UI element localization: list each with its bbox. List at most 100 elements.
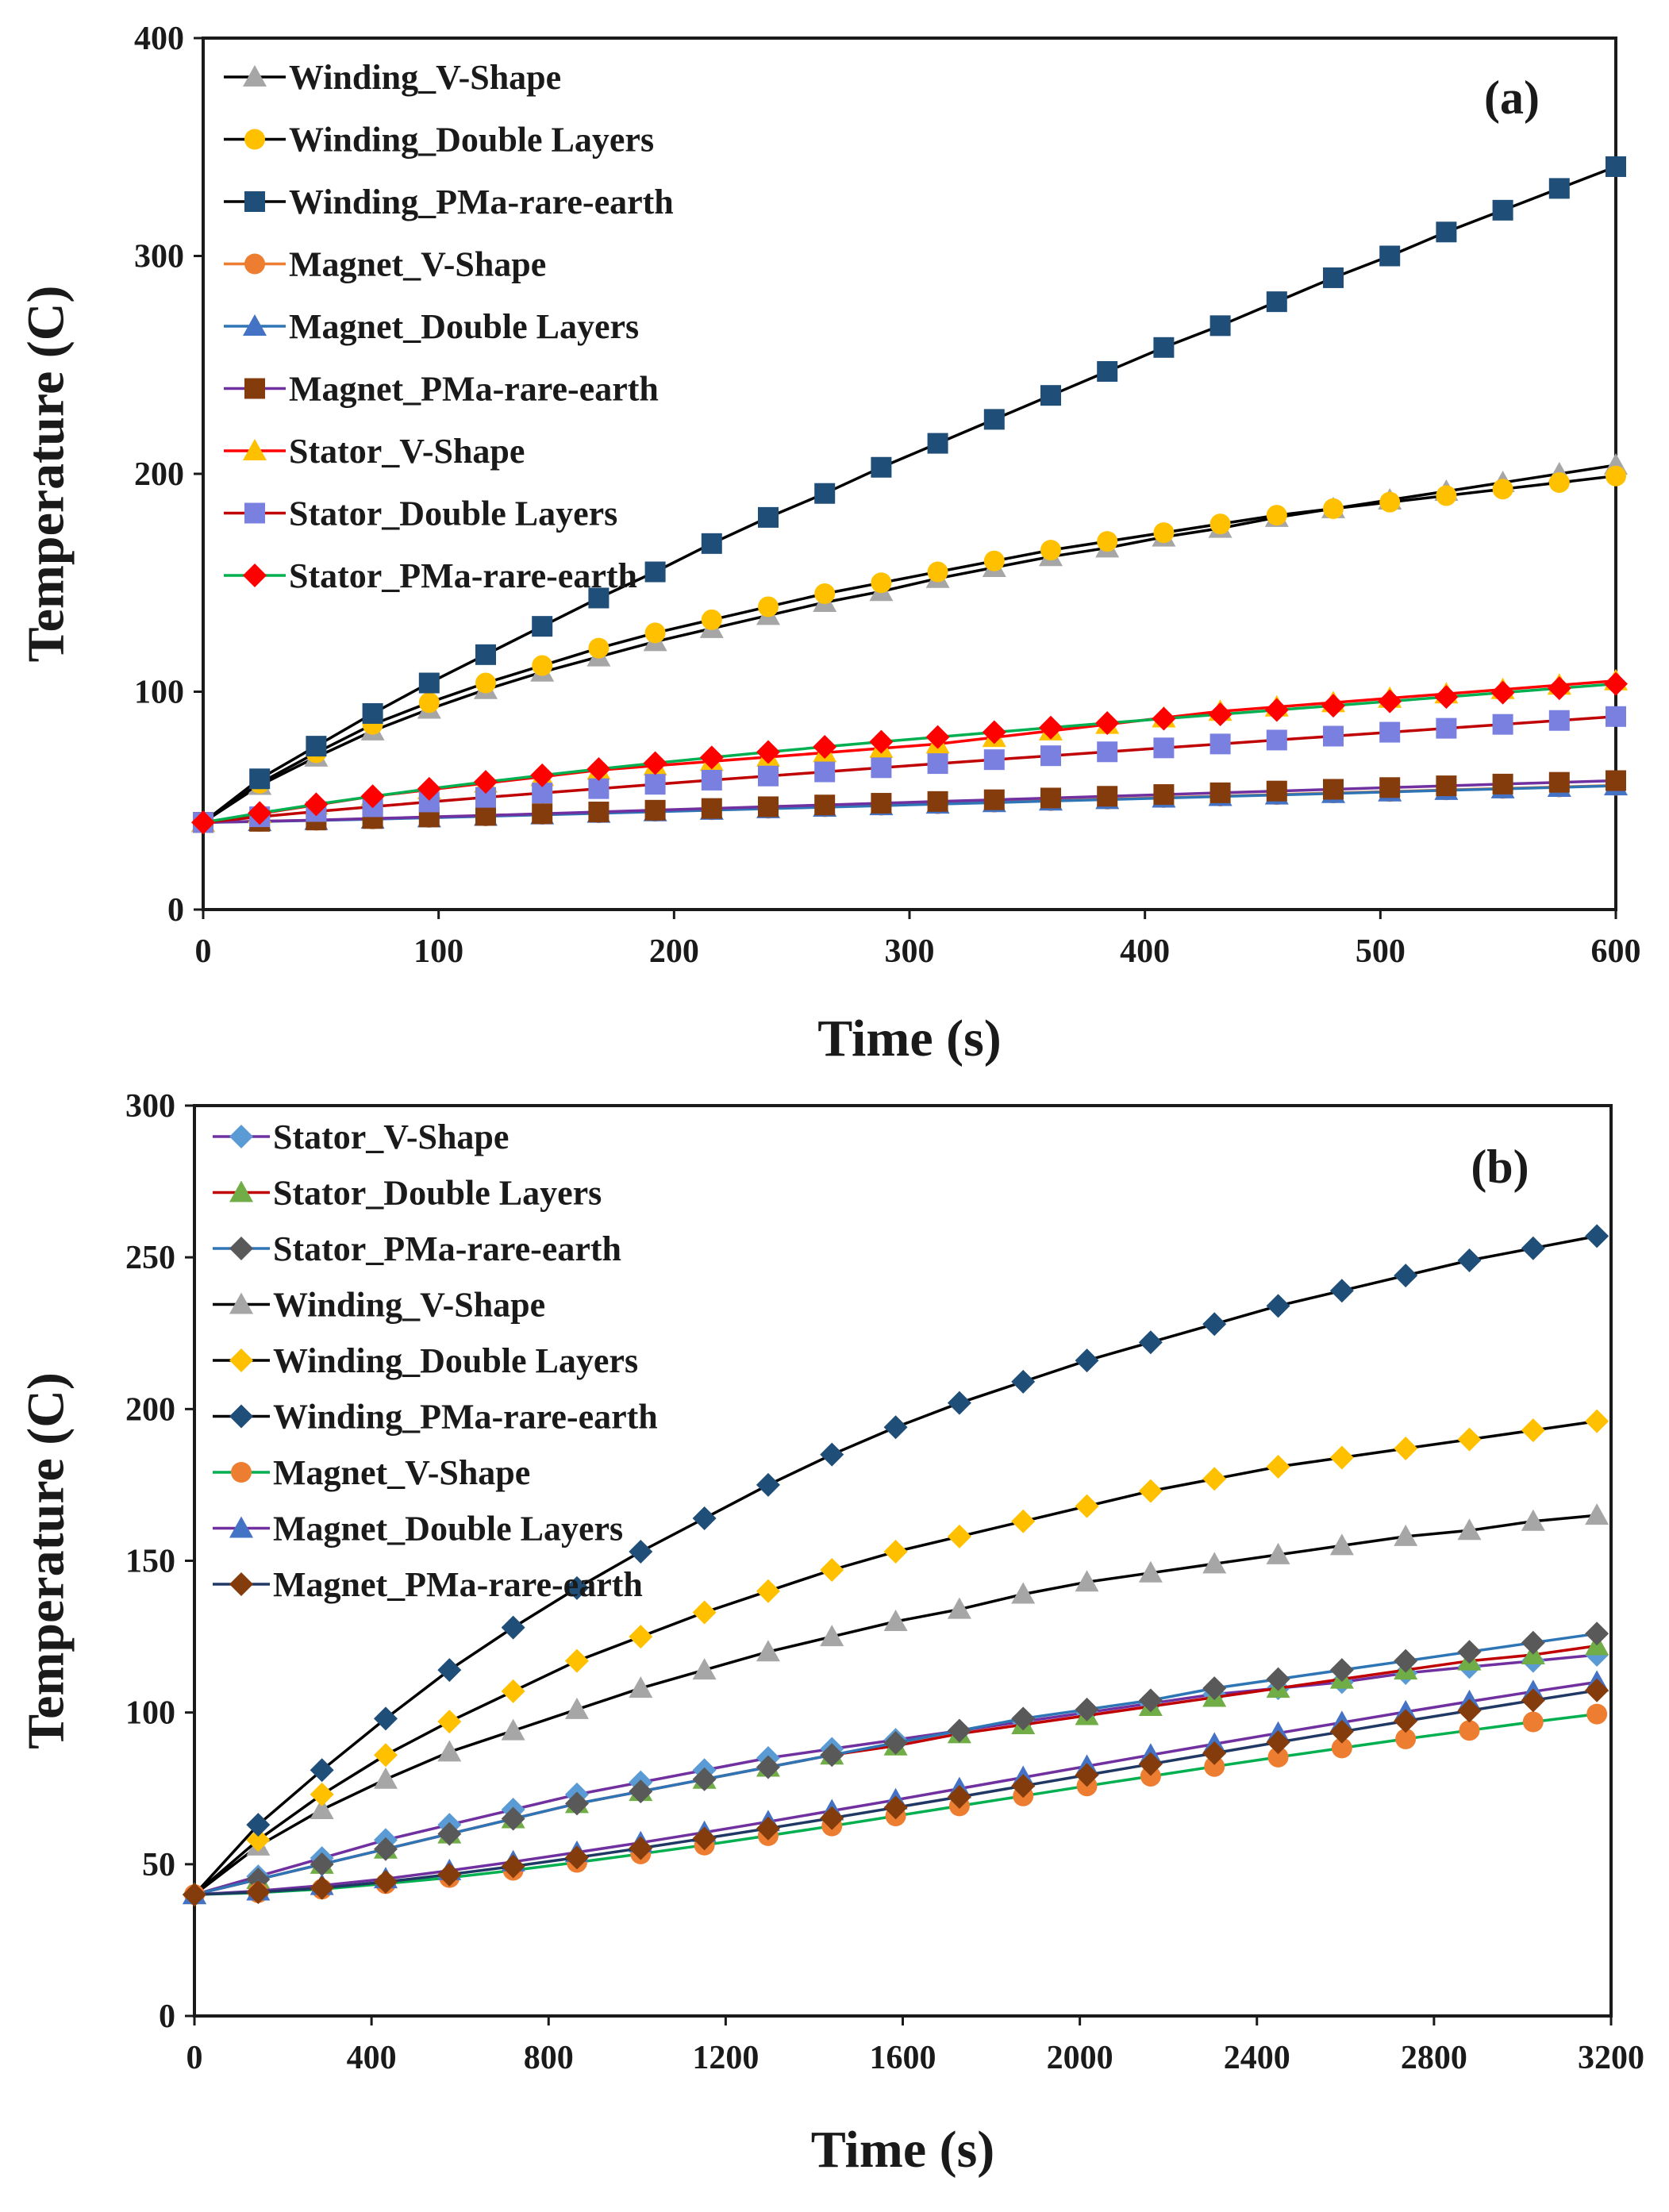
data-point	[883, 1795, 908, 1820]
data-point	[1394, 1648, 1418, 1673]
data-point	[1075, 1697, 1099, 1722]
data-point	[1153, 737, 1175, 759]
data-point	[1267, 1746, 1289, 1768]
data-point	[820, 1442, 844, 1467]
data-point	[1075, 1494, 1099, 1518]
data-point	[246, 1880, 271, 1905]
panel-label: (a)	[1484, 71, 1540, 124]
data-point	[883, 1609, 908, 1631]
data-point	[692, 1506, 717, 1530]
data-point	[1457, 1698, 1482, 1723]
data-point	[1075, 1570, 1099, 1592]
legend-label: Winding_V-Shape	[289, 58, 561, 97]
legend-label: Winding_V-Shape	[273, 1286, 545, 1325]
legend-entry: Stator_Double Layers	[224, 494, 617, 533]
data-point	[501, 1854, 525, 1879]
legend-marker	[244, 502, 265, 524]
data-point	[1266, 780, 1287, 802]
legend-entry: Magnet_PMa-rare-earth	[213, 1565, 643, 1604]
data-point	[1208, 702, 1233, 727]
y-tick-label: 200	[134, 456, 184, 493]
legend-entry: Winding_Double Layers	[224, 121, 654, 160]
data-point	[437, 1822, 462, 1846]
x-tick-label: 2800	[1401, 2040, 1467, 2076]
legend-label: Magnet_Double Layers	[273, 1510, 623, 1548]
legend-entry: Stator_PMa-rare-earth	[213, 1229, 621, 1268]
data-point	[692, 1658, 717, 1680]
data-point	[869, 729, 894, 754]
data-point	[1395, 1728, 1417, 1749]
legend-entry: Magnet_V-Shape	[213, 1453, 530, 1492]
x-tick-label: 100	[413, 933, 463, 970]
series-winding-double-layers	[183, 1409, 1609, 1907]
data-point	[1329, 1445, 1354, 1470]
data-point	[1264, 698, 1289, 722]
panel-label: (b)	[1471, 1141, 1529, 1193]
legend-label: Stator_V-Shape	[273, 1118, 509, 1156]
x-tick-label: 500	[1356, 933, 1406, 970]
data-point	[699, 745, 724, 770]
data-point	[629, 1625, 653, 1649]
data-point	[1379, 245, 1401, 267]
data-point	[1606, 706, 1626, 727]
data-point	[1436, 221, 1457, 243]
data-point	[1329, 1279, 1354, 1303]
data-point	[1457, 1518, 1482, 1541]
data-point	[644, 561, 666, 583]
data-point	[1521, 1688, 1545, 1713]
legend-label: Stator_PMa-rare-earth	[273, 1229, 621, 1268]
legend: Stator_V-Shape Stator_Double Layers Stator…	[213, 1118, 658, 1604]
data-point	[644, 799, 666, 821]
legend-entry: Stator_V-Shape	[224, 432, 525, 471]
data-point	[1095, 711, 1120, 736]
series-stator-pma-rare-earth	[191, 671, 1628, 835]
data-point	[246, 1828, 271, 1852]
data-point	[1521, 1418, 1545, 1443]
series-winding-double-layers	[193, 465, 1626, 833]
x-tick-label: 300	[885, 933, 935, 970]
data-point	[1266, 1730, 1290, 1755]
data-point	[947, 1524, 971, 1548]
data-point	[947, 1391, 971, 1415]
data-point	[588, 802, 610, 823]
data-point	[756, 1816, 780, 1841]
data-point	[1547, 676, 1571, 701]
data-point	[586, 756, 611, 781]
legend-label: Magnet_V-Shape	[289, 245, 546, 284]
data-point	[1492, 773, 1513, 794]
data-point	[1152, 706, 1176, 731]
data-point	[475, 644, 496, 665]
data-point	[501, 1806, 525, 1831]
legend-marker	[229, 1125, 253, 1148]
data-point	[310, 1782, 334, 1806]
data-point	[501, 1679, 525, 1703]
y-tick-label: 50	[142, 1847, 175, 1883]
data-point	[927, 791, 948, 812]
data-point	[1604, 671, 1628, 696]
data-point	[1153, 337, 1175, 358]
legend-label: Magnet_Double Layers	[289, 307, 639, 346]
data-point	[1138, 1688, 1163, 1713]
data-point	[1521, 1236, 1545, 1260]
data-point	[588, 778, 610, 799]
data-point	[1075, 1348, 1099, 1373]
data-point	[1040, 540, 1061, 561]
legend-marker	[243, 564, 267, 587]
x-tick-label: 1200	[692, 2040, 759, 2076]
data-point	[1138, 1479, 1163, 1503]
data-point	[1266, 1667, 1290, 1691]
data-point	[373, 1743, 398, 1768]
data-point	[474, 770, 498, 794]
legend-label: Stator_V-Shape	[289, 432, 525, 471]
data-point	[304, 792, 329, 817]
data-point	[701, 798, 722, 819]
data-point	[1548, 771, 1570, 793]
series-stator-pma-rare-earth	[183, 1621, 1609, 1907]
data-point	[1075, 1763, 1099, 1787]
data-point	[1321, 694, 1345, 718]
data-point	[758, 796, 779, 817]
data-point	[883, 1415, 908, 1440]
data-point	[362, 702, 383, 724]
data-point	[306, 736, 327, 757]
data-point	[1266, 1542, 1290, 1564]
